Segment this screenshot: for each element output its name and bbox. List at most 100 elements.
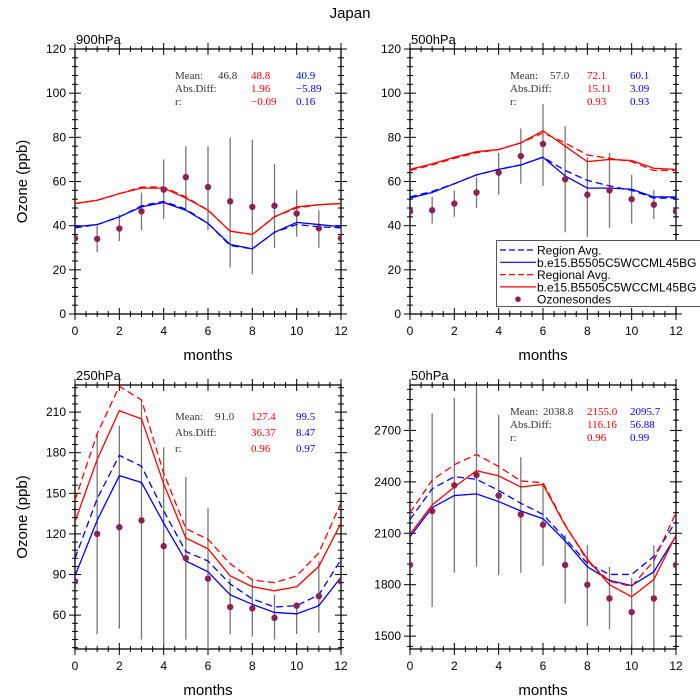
stat-red-value: 2155.0 xyxy=(587,406,618,418)
obs-point xyxy=(606,187,613,194)
obs-point xyxy=(495,169,502,176)
y-tick-label: 80 xyxy=(53,130,67,144)
series-line-red-dashed xyxy=(410,132,676,172)
y-tick-label: 120 xyxy=(46,527,66,541)
stat-blue-value: 60.1 xyxy=(630,70,649,82)
y-tick-label: 80 xyxy=(388,130,402,144)
x-tick-label: 4 xyxy=(495,324,502,338)
panel-title: 900hPa xyxy=(76,32,122,47)
x-tick-label: 12 xyxy=(669,659,683,673)
stat-blue-value: 40.9 xyxy=(296,70,316,82)
x-tick-label: 2 xyxy=(116,659,123,673)
x-tick-label: 10 xyxy=(625,659,639,673)
stat-red-value: −0.09 xyxy=(251,96,277,108)
obs-point xyxy=(539,521,547,528)
x-tick-label: 12 xyxy=(334,659,348,673)
x-tick-label: 2 xyxy=(451,324,458,338)
stat-obs-value: 2038.8 xyxy=(543,406,574,418)
obs-point xyxy=(293,210,300,217)
x-tick-label: 8 xyxy=(584,659,591,673)
series-line-blue-solid xyxy=(410,156,676,199)
plot-area xyxy=(410,104,676,237)
stat-label: Mean: xyxy=(175,411,203,423)
x-tick-label: 8 xyxy=(249,324,256,338)
y-tick-label: 1500 xyxy=(374,629,401,643)
obs-point xyxy=(138,517,145,524)
x-axis-label: months xyxy=(183,347,232,364)
y-tick-label: 60 xyxy=(53,175,67,189)
obs-point xyxy=(160,186,167,193)
obs-point xyxy=(204,183,212,191)
obs-point xyxy=(271,614,278,622)
obs-point xyxy=(451,200,458,207)
stat-red-value: 0.96 xyxy=(587,432,607,444)
series-line-red-solid xyxy=(75,409,341,592)
legend: Region Avg.b.e15.B5505C5WCCML45BGRegiona… xyxy=(496,240,700,307)
y-tick-label: 40 xyxy=(53,219,67,233)
legend-marker xyxy=(515,296,521,303)
legend-label: Ozonesondes xyxy=(537,293,611,307)
stat-obs-value: 57.0 xyxy=(550,70,570,82)
y-tick-label: 1800 xyxy=(374,578,401,592)
obs-point xyxy=(539,140,547,148)
obs-point xyxy=(517,152,525,160)
obs-point xyxy=(410,561,414,569)
plot-area xyxy=(75,137,341,275)
stat-obs-value: 91.0 xyxy=(215,411,235,423)
obs-point xyxy=(473,189,480,196)
stat-blue-value: 3.09 xyxy=(630,83,650,95)
stat-label: r: xyxy=(175,96,182,108)
stat-label: Abs.Diff: xyxy=(175,427,217,439)
stat-red-value: 116.16 xyxy=(587,419,617,431)
obs-point xyxy=(584,191,591,198)
stat-blue-value: 0.16 xyxy=(296,96,316,108)
y-tick-label: 0 xyxy=(59,307,66,321)
stat-label: Abs.Diff: xyxy=(510,83,552,95)
stat-label: r: xyxy=(510,96,517,108)
stat-red-value: 1.96 xyxy=(251,83,271,95)
series-line-blue-dashed xyxy=(410,476,676,576)
series-line-blue-dashed xyxy=(75,454,341,608)
y-tick-label: 20 xyxy=(388,263,402,277)
obs-point xyxy=(561,561,569,569)
panel-900hPa: 0 2 4 6 8 10 12020406080100120900hPamonthsOzon… xyxy=(14,32,348,364)
x-tick-label: 4 xyxy=(495,659,502,673)
obs-point xyxy=(271,202,278,209)
obs-point xyxy=(672,208,676,215)
y-axis-label: Ozone (ppb) xyxy=(14,140,31,223)
x-tick-label: 6 xyxy=(205,659,212,673)
y-tick-label: 40 xyxy=(388,219,402,233)
y-tick-label: 120 xyxy=(381,42,401,56)
x-tick-label: 4 xyxy=(160,324,167,338)
series-line-red-dashed xyxy=(75,385,341,584)
stat-red-value: 48.8 xyxy=(251,70,271,82)
x-tick-label: 6 xyxy=(540,659,547,673)
obs-point xyxy=(584,581,591,588)
obs-point xyxy=(75,578,79,585)
obs-point xyxy=(182,173,190,181)
stat-blue-value: −5.89 xyxy=(296,83,322,95)
legend-label: b.e15.B5505C5WCCML45BG xyxy=(537,280,696,294)
obs-point xyxy=(628,195,635,203)
obs-point xyxy=(315,593,323,600)
obs-point xyxy=(650,595,658,602)
stat-blue-value: 99.5 xyxy=(296,411,316,423)
obs-point xyxy=(672,561,676,569)
obs-point xyxy=(116,523,123,531)
stat-label: Mean: xyxy=(510,406,538,418)
y-tick-label: 90 xyxy=(53,568,67,582)
obs-point xyxy=(606,595,613,602)
legend-label: b.e15.B5505C5WCCML45BG xyxy=(537,256,696,270)
y-tick-label: 2100 xyxy=(374,526,401,540)
obs-point xyxy=(410,208,414,215)
x-tick-label: 6 xyxy=(540,324,547,338)
x-tick-label: 6 xyxy=(205,324,212,338)
series-line-red-dashed xyxy=(410,453,676,588)
x-tick-label: 0 xyxy=(407,324,414,338)
obs-point xyxy=(337,578,341,585)
y-tick-label: 2400 xyxy=(374,475,401,489)
plot-area xyxy=(75,385,341,649)
obs-point xyxy=(315,225,323,232)
panel-title: 500hPa xyxy=(411,32,457,47)
